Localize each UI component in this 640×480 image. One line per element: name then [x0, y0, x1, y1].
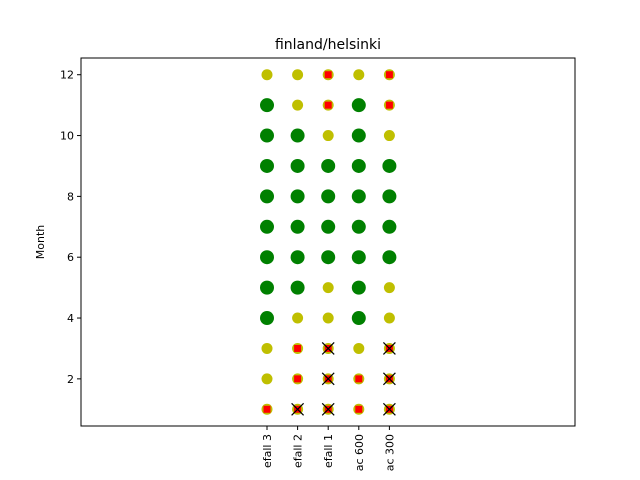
- point: [261, 373, 273, 385]
- y-tick-label: 2: [67, 373, 74, 386]
- point: [294, 375, 302, 383]
- y-tick-label: 12: [60, 69, 74, 82]
- point: [260, 189, 274, 204]
- point: [382, 402, 396, 416]
- point: [321, 250, 336, 265]
- point: [353, 342, 365, 354]
- point: [290, 128, 305, 143]
- point: [292, 99, 304, 111]
- point: [260, 158, 274, 173]
- point: [322, 130, 334, 142]
- point: [383, 130, 395, 142]
- point: [292, 69, 304, 81]
- point: [321, 219, 336, 234]
- point: [291, 402, 305, 416]
- point: [261, 342, 273, 354]
- point: [290, 250, 305, 265]
- point: [261, 69, 273, 81]
- point: [260, 250, 274, 265]
- point: [383, 282, 395, 294]
- point: [385, 71, 393, 79]
- point: [351, 250, 366, 265]
- point: [290, 219, 305, 234]
- point: [294, 344, 302, 352]
- point: [353, 69, 365, 81]
- point: [351, 98, 366, 113]
- y-axis-label: Month: [34, 225, 47, 260]
- point: [351, 158, 366, 173]
- chart-title: finland/helsinki: [275, 37, 381, 53]
- point: [351, 219, 366, 234]
- x-tick-label: ac 600: [353, 434, 366, 471]
- point: [260, 280, 274, 295]
- point: [260, 128, 274, 143]
- point: [351, 189, 366, 204]
- point: [260, 98, 274, 113]
- plot-frame: [80, 57, 576, 427]
- point: [382, 219, 397, 234]
- y-tick-label: 4: [67, 312, 74, 325]
- point: [322, 312, 334, 324]
- x-tick-label: efall 2: [292, 434, 305, 468]
- x-tick-label: efall 1: [322, 434, 335, 468]
- point: [351, 280, 366, 295]
- point: [382, 250, 397, 265]
- point: [292, 312, 304, 324]
- point: [382, 189, 397, 204]
- x-tick-label: ac 300: [383, 434, 396, 471]
- y-tick-label: 6: [67, 251, 74, 264]
- point: [355, 405, 363, 413]
- point: [321, 402, 335, 416]
- point: [290, 189, 305, 204]
- point: [260, 219, 274, 234]
- point: [321, 372, 335, 386]
- point: [383, 312, 395, 324]
- point: [324, 71, 332, 79]
- y-tick-label: 8: [67, 190, 74, 203]
- point: [351, 128, 366, 143]
- point: [382, 158, 397, 173]
- y-tick-label: 10: [60, 130, 74, 143]
- point: [382, 372, 396, 386]
- point: [321, 342, 335, 355]
- point: [382, 342, 396, 355]
- point: [322, 282, 334, 294]
- point: [321, 189, 336, 204]
- point: [351, 311, 366, 326]
- point: [321, 158, 336, 173]
- x-tick-label: efall 3: [261, 434, 274, 468]
- point: [355, 375, 363, 383]
- point: [290, 158, 305, 173]
- point: [263, 405, 271, 413]
- point: [385, 101, 393, 109]
- point: [324, 101, 332, 109]
- point: [260, 311, 274, 326]
- point: [290, 280, 305, 295]
